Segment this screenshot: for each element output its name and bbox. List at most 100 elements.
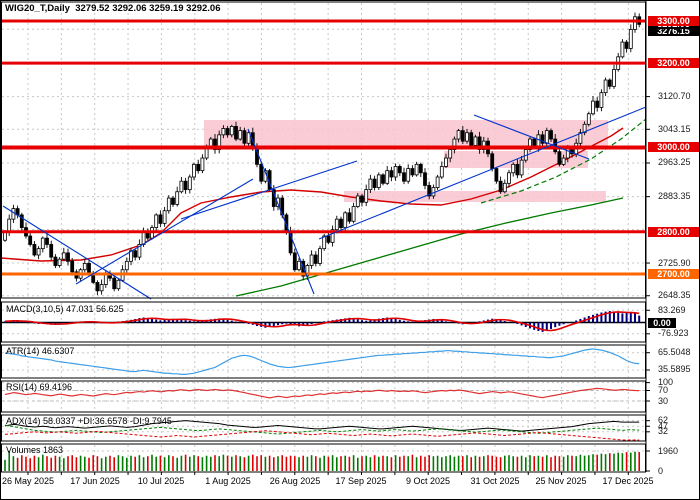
price-axis-label: 2883.35 xyxy=(658,191,691,202)
volumes-pane-label: Volumes 1863 xyxy=(6,445,64,455)
green-moving-average xyxy=(235,197,624,297)
trendline xyxy=(318,106,647,240)
bear-candle xyxy=(133,250,138,258)
bull-candle xyxy=(246,132,251,144)
bull-candle xyxy=(187,176,192,191)
macd-histogram-bar xyxy=(142,317,145,323)
bear-candle xyxy=(557,151,562,165)
macd-histogram-bar xyxy=(638,315,641,323)
macd-histogram-bar xyxy=(239,322,242,323)
bull-candle xyxy=(116,279,121,290)
bear-candle xyxy=(158,214,163,224)
macd-histogram-bar xyxy=(218,318,221,323)
bear-candle xyxy=(477,136,482,150)
macd-histogram-bar xyxy=(373,319,376,323)
adx-line xyxy=(4,420,640,432)
price-axis-label: 2648.35 xyxy=(658,290,691,301)
price-badge: 3000.00 xyxy=(648,142,699,153)
macd-histogram-bar xyxy=(302,322,305,326)
macd-histogram-bar xyxy=(562,322,565,325)
bear-candle xyxy=(595,100,600,108)
macd-histogram-bar xyxy=(382,318,384,323)
bear-candle xyxy=(360,195,364,203)
bear-candle xyxy=(410,168,415,176)
macd-histogram-bar xyxy=(415,321,418,323)
bear-candle xyxy=(326,235,331,243)
bear-candle xyxy=(372,178,377,188)
trendline xyxy=(473,114,590,160)
macd-histogram-bar xyxy=(365,320,368,323)
symbol-ohlc-header: WIG20_T,Daily 3279.52 3292.06 3259.19 32… xyxy=(5,3,221,14)
macd-histogram-bar xyxy=(247,322,250,324)
bull-candle xyxy=(528,138,532,150)
bull-candle xyxy=(435,176,440,188)
adx-axis-label: 62 xyxy=(658,415,669,426)
bear-candle xyxy=(397,166,402,174)
bear-candle xyxy=(498,180,503,193)
macd-histogram-bar xyxy=(163,319,166,323)
bear-candle xyxy=(418,163,423,174)
macd-histogram-bar xyxy=(508,321,510,323)
bull-candle xyxy=(502,182,507,193)
bear-candle xyxy=(490,153,495,169)
bear-candle xyxy=(460,130,465,142)
macd-histogram-bar xyxy=(503,321,506,323)
vol-axis-label: 1960 xyxy=(658,445,679,456)
macd-histogram-bar xyxy=(155,319,158,323)
bull-candle xyxy=(599,92,604,108)
macd-histogram-bar xyxy=(361,320,363,323)
bull-candle xyxy=(330,229,335,243)
macd-histogram-bar xyxy=(596,313,599,323)
bull-candle xyxy=(166,197,171,212)
bull-candle xyxy=(364,189,369,203)
price-axis-label: 2725.90 xyxy=(658,257,691,268)
macd-histogram-bar xyxy=(554,322,557,328)
macd-histogram-bar xyxy=(188,320,191,323)
price-axis-label: 3120.70 xyxy=(658,91,691,102)
bear-candle xyxy=(540,134,545,144)
macd-histogram-bar xyxy=(54,322,57,325)
price-badge: 3276.15 xyxy=(648,26,699,37)
macd-histogram-bar xyxy=(625,312,628,323)
macd-histogram-bar xyxy=(390,318,393,323)
bull-candle xyxy=(633,16,637,30)
bull-candle xyxy=(318,248,322,264)
bear-candle xyxy=(196,163,201,172)
macd-histogram-bar xyxy=(621,313,624,323)
bull-candle xyxy=(456,130,461,140)
bull-candle xyxy=(452,138,457,150)
bull-candle xyxy=(473,136,478,146)
macd-histogram-bar xyxy=(457,322,460,324)
macd-histogram-bar xyxy=(398,319,401,323)
price-badge: 3200.00 xyxy=(648,58,699,69)
bear-candle xyxy=(87,263,91,275)
macd-histogram-bar xyxy=(159,320,162,323)
bear-candle xyxy=(95,281,100,292)
bull-candle xyxy=(297,260,301,271)
macd-histogram-bar xyxy=(579,318,582,323)
macd-histogram-bar xyxy=(600,312,603,323)
atr-axis-label: 65.5048 xyxy=(658,347,691,358)
macd-histogram-bar xyxy=(592,314,594,323)
bull-candle xyxy=(229,126,234,136)
bear-candle xyxy=(402,172,406,182)
bull-candle xyxy=(628,29,633,49)
bear-candle xyxy=(183,180,188,191)
macd-axis-label: 83.269 xyxy=(658,304,686,315)
macd-histogram-bar xyxy=(537,322,540,332)
bull-candle xyxy=(334,218,339,231)
bear-candle xyxy=(423,172,427,186)
bear-candle xyxy=(45,237,49,245)
bull-candle xyxy=(355,195,360,207)
macd-histogram-bar xyxy=(352,318,355,323)
bull-candle xyxy=(351,206,356,222)
bull-candle xyxy=(103,273,108,285)
macd-histogram-bar xyxy=(222,318,225,323)
macd-histogram-bar xyxy=(62,322,65,324)
bear-candle xyxy=(234,126,238,140)
macd-histogram-bar xyxy=(613,311,615,323)
bear-candle xyxy=(313,254,318,264)
macd-histogram-bar xyxy=(474,322,477,323)
